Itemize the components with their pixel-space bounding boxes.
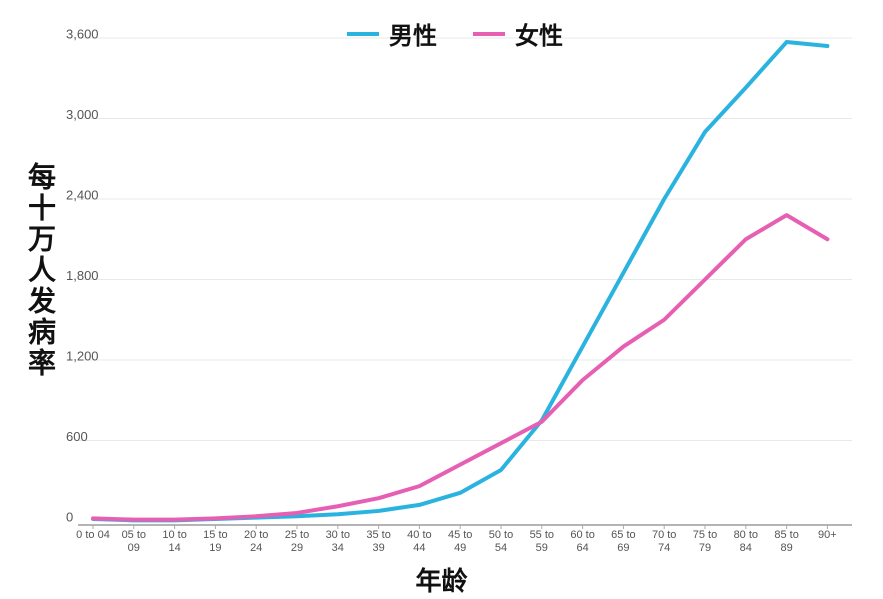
x-tick-label: 20 to 24 [243,529,269,554]
series-line [91,40,830,523]
y-tick-label: 1,800 [66,268,99,283]
x-tick-label: 35 to 39 [366,529,391,554]
series-line [91,213,830,522]
y-tick-label: 0 [66,509,73,524]
y-axis-label: 每十万人发病率 [24,162,57,379]
x-tick-label: 40 to 44 [407,529,432,554]
x-tick-label: 30 to 34 [325,529,351,554]
x-tick-label: 80 to 84 [733,529,759,554]
x-axis-label: 年龄 [415,567,468,597]
y-tick-label: 1,200 [66,348,99,363]
x-tick-label: 70 to 74 [651,529,677,554]
x-tick-label: 55 to 59 [529,529,555,554]
x-tick-label: 15 to 19 [203,529,228,554]
x-tick-label: 05 to 09 [121,529,147,554]
x-tick-label: 25 to 29 [284,529,310,554]
x-tick-label: 0 to 04 [76,529,110,541]
y-tick-label: 3,000 [66,107,99,122]
x-tick-label: 10 to 14 [162,529,187,554]
x-tick-label: 45 to 49 [447,529,473,554]
x-tick-label: 85 to 89 [774,529,799,554]
x-tick-label: 60 to 64 [570,529,595,554]
x-tick-label: 75 to 79 [692,529,718,554]
x-tick-label: 50 to 54 [488,529,514,554]
y-tick-label: 3,600 [66,26,99,41]
x-tick-label: 90+ [818,529,837,541]
legend-label: 女性 [515,22,563,50]
x-tick-label: 65 to 69 [611,529,636,554]
legend-label: 男性 [389,22,437,50]
y-tick-label: 600 [66,429,88,444]
y-tick-label: 2,400 [66,187,99,202]
